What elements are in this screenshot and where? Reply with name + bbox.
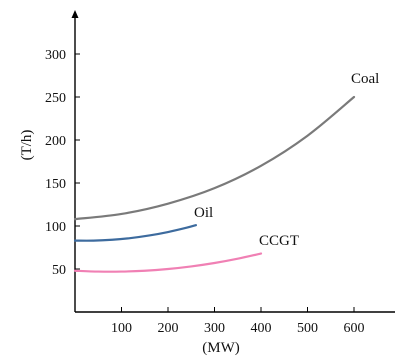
series-label-ccgt: CCGT [259, 233, 299, 249]
y-tick-label: 200 [45, 134, 66, 149]
series-line-coal [73, 95, 356, 221]
x-ticks: 100 200 300 400 500 600 [111, 307, 365, 336]
y-tick-label: 300 [45, 48, 66, 63]
y-axis-title: (T/h) [19, 130, 35, 161]
x-tick-label: 300 [204, 321, 225, 336]
y-ticks: 50 100 150 200 250 300 [45, 48, 80, 278]
y-axis-arrow [71, 10, 79, 18]
series-labels: Coal Oil CCGT [194, 71, 379, 249]
x-tick-label: 400 [251, 321, 272, 336]
series-layer [73, 95, 356, 273]
series-label-oil: Oil [194, 205, 213, 221]
series-line-ccgt [73, 252, 263, 273]
x-axis-title: (MW) [202, 340, 240, 356]
y-tick-label: 150 [45, 177, 66, 192]
y-tick-label: 50 [52, 263, 66, 278]
axes [71, 10, 395, 313]
y-tick-label: 250 [45, 91, 66, 106]
y-tick-label: 100 [45, 220, 66, 235]
series-line-oil [73, 224, 197, 242]
x-tick-label: 500 [297, 321, 318, 336]
x-tick-label: 200 [158, 321, 179, 336]
x-tick-label: 600 [344, 321, 365, 336]
x-tick-label: 100 [111, 321, 132, 336]
series-label-coal: Coal [351, 71, 379, 87]
